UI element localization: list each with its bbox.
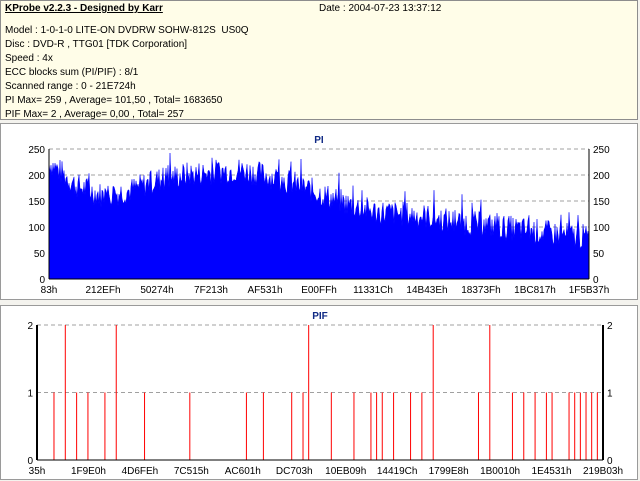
pi-y-tick-label: 250 — [28, 145, 45, 156]
scan-date: Date : 2004-07-23 13:37:12 — [319, 3, 442, 14]
pi-x-tick-label: 50274h — [140, 285, 173, 296]
pif-y-tick-label-right: 2 — [607, 321, 613, 332]
info-pif-stats: PIF Max= 2 , Average= 0,00 , Total= 257 — [5, 109, 184, 120]
pi-y-tick-label: 100 — [28, 223, 45, 234]
pif-y-tick-label-right: 1 — [607, 389, 613, 400]
pif-y-tick-label: 1 — [27, 389, 33, 400]
pif-x-tick-label: 10EB09h — [325, 466, 366, 477]
pi-title: PI — [314, 135, 324, 146]
pi-chart-panel: PI 0 0 50 50 100 100 150 150 200 200 250 250 83h 212EF… — [0, 123, 638, 300]
pif-x-tick-label: 4D6FEh — [122, 466, 159, 477]
pi-y-tick-label-right: 250 — [593, 145, 610, 156]
pif-y-tick-label: 2 — [27, 321, 33, 332]
pi-x-tick-label: 11331Ch — [353, 285, 393, 296]
pif-x-tick-label: DC703h — [276, 466, 313, 477]
pi-x-tick-label: 7F213h — [194, 285, 228, 296]
pi-y-tick-label: 0 — [39, 275, 45, 286]
pi-y-tick-label: 200 — [28, 171, 45, 182]
pi-chart: PI 0 0 50 50 100 100 150 150 200 200 250 250 83h 212EF… — [28, 135, 610, 296]
pi-y-tick-label-right: 100 — [593, 223, 610, 234]
pif-x-tick-label: 1F9E0h — [71, 466, 106, 477]
pi-y-tick-label-right: 200 — [593, 171, 610, 182]
info-speed: Speed : 4x — [5, 53, 53, 64]
pif-x-tick-label: 1799E8h — [429, 466, 469, 477]
app-title: KProbe v2.2.3 - Designed by Karr — [5, 3, 163, 14]
pi-x-tick-label: 212EFh — [85, 285, 120, 296]
pi-x-tick-label: 1F5B37h — [569, 285, 610, 296]
pi-y-tick-label-right: 150 — [593, 197, 610, 208]
info-pi-stats: PI Max= 259 , Average= 101,50 , Total= 1… — [5, 95, 223, 106]
pi-y-tick-label-right: 0 — [593, 275, 599, 286]
pi-y-tick-label-right: 50 — [593, 249, 605, 260]
pif-chart-panel: PIF 0 0 1 1 2 2 35h 1F9E0h 4D6FEh 7C515h AC601h DC70… — [0, 305, 638, 480]
pif-x-tick-label: 219B03h — [583, 466, 623, 477]
info-disc: Disc : DVD-R , TTG01 [TDK Corporation] — [5, 39, 188, 50]
pif-chart: PIF 0 0 1 1 2 2 35h 1F9E0h 4D6FEh 7C515h AC601h DC70… — [27, 311, 623, 477]
pif-x-tick-label: 7C515h — [174, 466, 209, 477]
pi-series-area — [48, 152, 590, 280]
pi-y-tick-label: 50 — [34, 249, 46, 260]
pi-x-tick-label: 1BC817h — [514, 285, 556, 296]
pif-x-tick-label: AC601h — [225, 466, 261, 477]
pif-x-tick-label: 1E4531h — [532, 466, 572, 477]
pi-x-tick-label: 83h — [41, 285, 58, 296]
pif-x-tick-label: 14419Ch — [377, 466, 418, 477]
info-model: Model : 1-0-1-0 LITE-ON DVDRW SOHW-812S … — [5, 25, 249, 36]
info-ecc: ECC blocks sum (PI/PIF) : 8/1 — [5, 67, 139, 78]
pi-x-tick-label: AF531h — [247, 285, 282, 296]
pi-x-tick-label: 14B43Eh — [406, 285, 447, 296]
pif-x-tick-label: 35h — [29, 466, 46, 477]
pi-y-tick-label: 150 — [28, 197, 45, 208]
pif-title: PIF — [312, 311, 328, 322]
pif-y-tick-label-right: 0 — [607, 456, 613, 467]
info-range: Scanned range : 0 - 21E724h — [5, 81, 136, 92]
pif-x-tick-label: 1B0010h — [480, 466, 520, 477]
pif-y-tick-label: 0 — [27, 456, 33, 467]
pi-x-tick-label: 18373Fh — [461, 285, 500, 296]
pi-x-tick-label: E00FFh — [301, 285, 337, 296]
info-panel: KProbe v2.2.3 - Designed by Karr Date : … — [0, 0, 638, 120]
